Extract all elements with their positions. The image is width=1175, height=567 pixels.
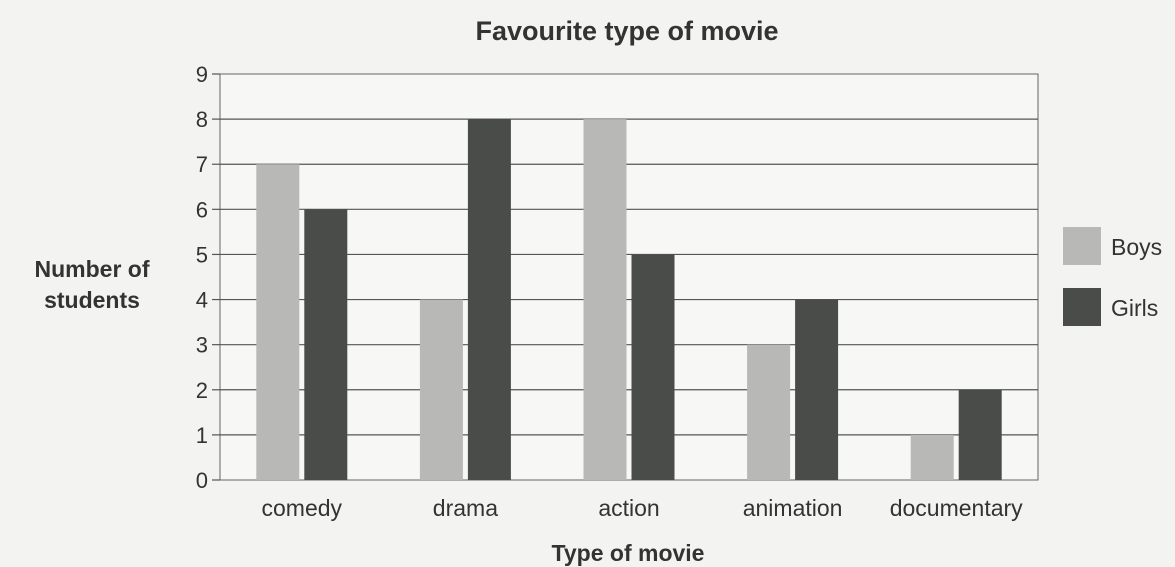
y-tick-label-4: 4 bbox=[196, 288, 208, 313]
bar-girls-animation bbox=[795, 300, 838, 480]
y-tick-label-0: 0 bbox=[196, 468, 208, 493]
y-tick-label-9: 9 bbox=[196, 62, 208, 87]
y-tick-label-3: 3 bbox=[196, 333, 208, 358]
y-axis-label-line-2: students bbox=[44, 287, 140, 313]
legend-swatch-girls bbox=[1063, 288, 1101, 326]
bar-boys-drama bbox=[420, 300, 463, 480]
y-tick-label-7: 7 bbox=[196, 152, 208, 177]
y-tick-label-6: 6 bbox=[196, 197, 208, 222]
x-category-label-animation: animation bbox=[743, 495, 843, 521]
legend: Boys Girls bbox=[1063, 227, 1162, 326]
chart-title: Favourite type of movie bbox=[475, 16, 778, 46]
x-category-label-documentary: documentary bbox=[890, 495, 1023, 521]
legend-label-boys: Boys bbox=[1111, 234, 1162, 260]
y-tick-label-2: 2 bbox=[196, 378, 208, 403]
y-tick-label-8: 8 bbox=[196, 107, 208, 132]
bar-boys-animation bbox=[747, 345, 790, 480]
x-category-label-comedy: comedy bbox=[262, 495, 343, 521]
x-axis-categories: comedy drama action animation documentary bbox=[262, 495, 1024, 521]
bar-boys-comedy bbox=[256, 164, 299, 480]
bar-girls-documentary bbox=[959, 390, 1002, 480]
y-tick-label-1: 1 bbox=[196, 423, 208, 448]
legend-swatch-boys bbox=[1063, 227, 1101, 265]
y-axis-ticks: 0 1 2 3 4 5 6 7 8 9 bbox=[196, 62, 220, 493]
bar-girls-drama bbox=[468, 119, 511, 480]
x-category-label-action: action bbox=[598, 495, 659, 521]
x-category-label-drama: drama bbox=[433, 495, 498, 521]
y-tick-label-5: 5 bbox=[196, 242, 208, 267]
bar-boys-action bbox=[584, 119, 627, 480]
bar-boys-documentary bbox=[911, 435, 954, 480]
bar-girls-action bbox=[632, 254, 675, 480]
x-axis-label: Type of movie bbox=[552, 540, 705, 566]
legend-label-girls: Girls bbox=[1111, 295, 1158, 321]
y-axis-label-line-1: Number of bbox=[35, 256, 150, 282]
bar-girls-comedy bbox=[304, 209, 347, 480]
